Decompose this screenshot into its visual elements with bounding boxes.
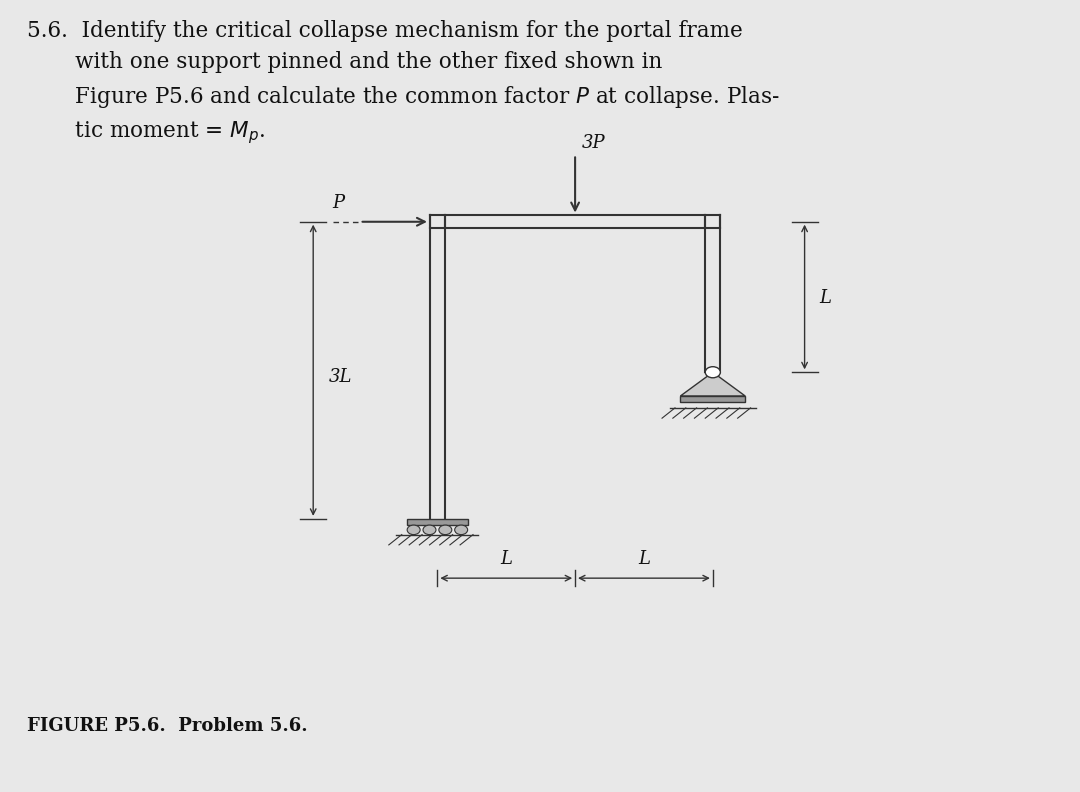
Text: P: P (332, 193, 345, 211)
Circle shape (423, 525, 436, 535)
Text: L: L (820, 289, 832, 307)
Polygon shape (407, 519, 468, 525)
Circle shape (438, 525, 451, 535)
Text: L: L (500, 550, 512, 568)
Text: 3P: 3P (581, 134, 605, 152)
Circle shape (407, 525, 420, 535)
Text: FIGURE P5.6.  Problem 5.6.: FIGURE P5.6. Problem 5.6. (27, 717, 308, 735)
Polygon shape (680, 372, 745, 396)
Polygon shape (680, 396, 745, 402)
Text: 5.6.  Identify the critical collapse mechanism for the portal frame
       with : 5.6. Identify the critical collapse mech… (27, 20, 780, 147)
Text: 3L: 3L (328, 368, 352, 386)
Text: L: L (638, 550, 650, 568)
Circle shape (705, 367, 720, 378)
Circle shape (455, 525, 468, 535)
